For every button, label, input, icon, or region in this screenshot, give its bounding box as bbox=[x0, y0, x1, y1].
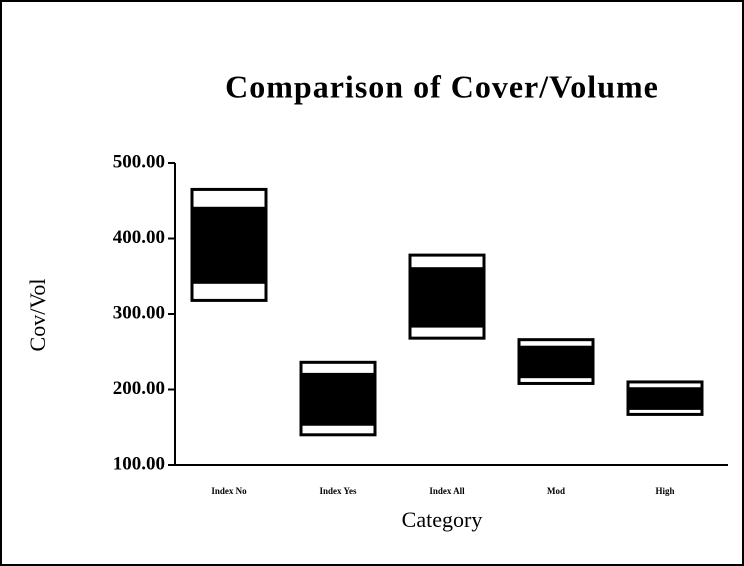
y-tick-label: 100.00 bbox=[113, 453, 165, 474]
y-tick-label: 200.00 bbox=[113, 378, 165, 399]
y-axis-label: Cov/Vol bbox=[25, 279, 50, 352]
box-body bbox=[192, 206, 266, 284]
box-body bbox=[628, 387, 702, 410]
x-axis-label: Category bbox=[402, 507, 483, 532]
x-tick-label: Index No bbox=[211, 486, 247, 496]
box-body bbox=[301, 372, 375, 426]
y-tick-label: 500.00 bbox=[113, 151, 165, 172]
y-tick-label: 400.00 bbox=[113, 227, 165, 248]
box-body bbox=[519, 345, 593, 379]
x-tick-label: High bbox=[655, 486, 674, 496]
x-tick-label: Mod bbox=[547, 486, 565, 496]
chart-title: Comparison of Cover/Volume bbox=[225, 68, 659, 104]
x-tick-label: Index Yes bbox=[320, 486, 357, 496]
y-tick-label: 300.00 bbox=[113, 302, 165, 323]
x-tick-label: Index All bbox=[429, 486, 465, 496]
box-body bbox=[410, 267, 484, 328]
